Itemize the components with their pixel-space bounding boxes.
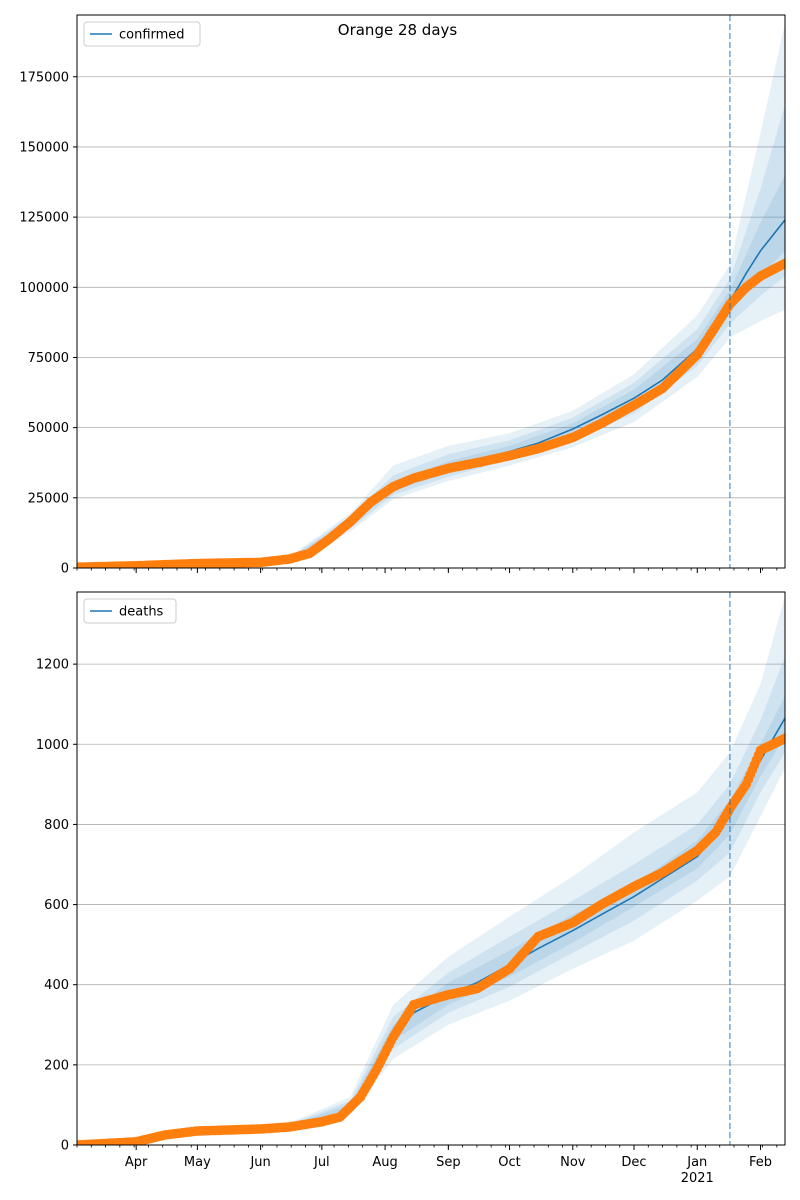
axes-frame: [76, 591, 786, 1146]
plot-area: [77, 596, 785, 1145]
legend-box: [83, 598, 177, 624]
x-tick-sublabel: 2021: [681, 1171, 714, 1186]
y-tick-label: 400: [44, 978, 69, 993]
figure-title: Orange 28 days: [337, 21, 458, 39]
model-line-confirmed: [77, 219, 785, 568]
uncertainty-band-1: [289, 23, 785, 561]
x-tick-label: Apr: [125, 1155, 148, 1170]
uncertainty-band-3: [289, 696, 785, 1129]
model-line-deaths: [77, 717, 785, 1145]
y-tick-label: 1000: [36, 738, 69, 753]
uncertainty-band-1: [289, 596, 785, 1131]
axes-frame: [76, 14, 786, 569]
y-tick-label: 800: [44, 818, 69, 833]
uncertainty-band-2: [289, 656, 785, 1130]
y-tick-label: 0: [61, 1139, 69, 1154]
x-tick-label: Jul: [313, 1155, 330, 1170]
y-tick-label: 125000: [19, 211, 69, 226]
y-tick-label: 150000: [19, 140, 69, 155]
y-tick-label: 175000: [19, 70, 69, 85]
x-tick-label: Nov: [560, 1155, 586, 1170]
legend: deaths: [83, 598, 177, 624]
y-tick-label: 25000: [28, 491, 69, 506]
legend-label: deaths: [119, 605, 164, 620]
x-tick-label: Jan: [686, 1155, 707, 1170]
y-tick-label: 100000: [19, 281, 69, 296]
y-tick-label: 200: [44, 1058, 69, 1073]
x-tick-label: Jun: [249, 1155, 270, 1170]
x-tick-label: Feb: [749, 1155, 772, 1170]
observed-point: [780, 258, 785, 269]
y-tick-label: 0: [61, 562, 69, 577]
chart-panel-2: 0 200 400 600 800 1000 1200 Apr May Jun Jul Aug Sep O…: [36, 591, 786, 1186]
legend-box: [83, 21, 201, 47]
x-tick-label: Dec: [621, 1155, 646, 1170]
chart-panel-1: 0 25000 50000 75000 100000 125000 150000 175000…: [19, 14, 786, 577]
legend-label: confirmed: [119, 28, 185, 43]
legend: confirmed: [83, 21, 201, 47]
x-tick-label: May: [184, 1155, 211, 1170]
y-tick-label: 600: [44, 898, 69, 913]
x-tick-label: Sep: [436, 1155, 461, 1170]
x-tick-label: Aug: [372, 1155, 397, 1170]
plot-area: [77, 23, 785, 568]
observed-point: [780, 733, 785, 744]
x-tick-label: Oct: [498, 1155, 520, 1170]
y-tick-label: 1200: [36, 658, 69, 673]
y-tick-label: 75000: [28, 351, 69, 366]
y-tick-label: 50000: [28, 421, 69, 436]
